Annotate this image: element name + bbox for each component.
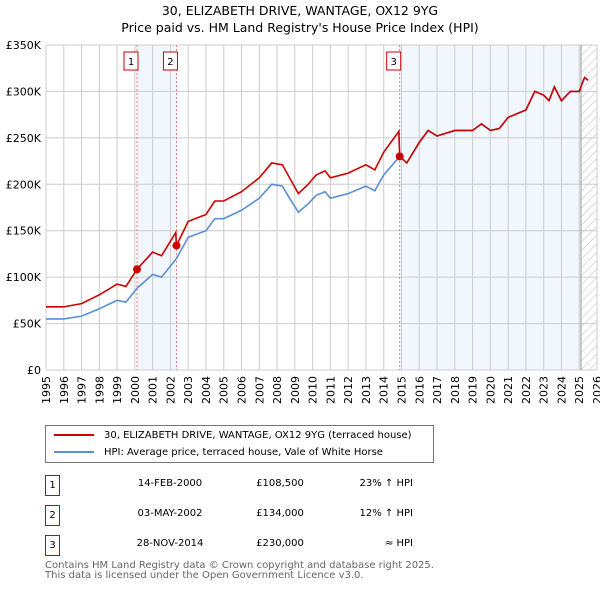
x-tick-label: 2025 bbox=[573, 376, 586, 404]
x-tick-label: 2022 bbox=[520, 376, 533, 404]
x-tick-label: 2009 bbox=[289, 376, 302, 404]
x-tick-label: 2026 bbox=[591, 376, 600, 404]
x-tick-label: 2020 bbox=[484, 376, 497, 404]
y-tick-label: £300K bbox=[6, 85, 42, 98]
transaction-row: 1 14-FEB-2000 £108,500 23% ↑ HPI bbox=[45, 475, 445, 496]
x-tick-label: 2010 bbox=[307, 376, 320, 404]
transaction-date: 28-NOV-2014 bbox=[136, 538, 204, 549]
x-tick-label: 2011 bbox=[324, 376, 337, 404]
x-tick-label: 1998 bbox=[93, 376, 106, 404]
transaction-number: 1 bbox=[45, 475, 60, 496]
transaction-row: 3 28-NOV-2014 £230,000 ≈ HPI bbox=[45, 535, 445, 556]
x-tick-label: 2017 bbox=[431, 376, 444, 404]
chart-title: 30, ELIZABETH DRIVE, WANTAGE, OX12 9YG bbox=[161, 3, 439, 18]
chart-subtitle: Price paid vs. HM Land Registry's House … bbox=[121, 20, 479, 35]
x-tick-label: 2007 bbox=[253, 376, 266, 404]
transaction-hpi: 12% ↑ HPI bbox=[359, 508, 413, 519]
shaded-region bbox=[137, 45, 177, 370]
legend-item-hpi: HPI: Average price, terraced house, Vale… bbox=[54, 444, 383, 460]
legend-swatch-red bbox=[54, 434, 94, 436]
x-tick-label: 2018 bbox=[449, 376, 462, 404]
sale-label-box bbox=[386, 51, 402, 71]
x-tick-label: 2013 bbox=[360, 376, 373, 404]
x-tick-label: 1996 bbox=[58, 376, 71, 404]
x-tick-label: 2012 bbox=[342, 376, 355, 404]
y-tick-label: £100K bbox=[6, 271, 42, 284]
x-tick-label: 2000 bbox=[129, 376, 142, 404]
legend-label: 30, ELIZABETH DRIVE, WANTAGE, OX12 9YG (… bbox=[104, 429, 412, 441]
x-tick-label: 2004 bbox=[200, 376, 213, 404]
x-tick-label: 2016 bbox=[413, 376, 426, 404]
sale-label-box bbox=[162, 51, 178, 71]
transaction-hpi: ≈ HPI bbox=[384, 538, 413, 549]
transaction-number: 3 bbox=[45, 535, 60, 556]
transaction-price: £134,000 bbox=[256, 508, 304, 519]
x-tick-label: 2024 bbox=[555, 376, 568, 404]
transaction-date: 14-FEB-2000 bbox=[137, 478, 203, 489]
footer-licence: This data is licensed under the Open Gov… bbox=[45, 570, 364, 581]
transaction-row: 2 03-MAY-2002 £134,000 12% ↑ HPI bbox=[45, 505, 445, 526]
x-tick-label: 2014 bbox=[378, 376, 391, 404]
legend-label: HPI: Average price, terraced house, Vale… bbox=[104, 446, 383, 458]
x-tick-label: 1997 bbox=[76, 376, 89, 404]
sale-point bbox=[395, 152, 404, 161]
x-tick-label: 2021 bbox=[502, 376, 515, 404]
sale-label-box bbox=[123, 51, 139, 71]
sale-label: 3 bbox=[391, 57, 397, 68]
x-tick-label: 2015 bbox=[395, 376, 408, 404]
x-tick-label: 2003 bbox=[182, 376, 195, 404]
legend: 30, ELIZABETH DRIVE, WANTAGE, OX12 9YG (… bbox=[45, 425, 434, 463]
x-tick-label: 2019 bbox=[467, 376, 480, 404]
price-chart: 1995 1996 1997 1998 1999 2000 2001 2002 2003 2004… bbox=[6, 39, 600, 404]
forecast-hatch bbox=[581, 45, 597, 370]
sale-point bbox=[133, 265, 142, 274]
y-tick-label: £150K bbox=[6, 225, 42, 238]
footer-copyright: Contains HM Land Registry data © Crown c… bbox=[45, 560, 434, 571]
x-tick-label: 2008 bbox=[271, 376, 284, 404]
y-tick-label: £50K bbox=[13, 318, 42, 331]
x-tick-label: 2006 bbox=[236, 376, 249, 404]
sale-point bbox=[172, 241, 181, 250]
y-tick-label: £0 bbox=[27, 364, 41, 377]
legend-item-property: 30, ELIZABETH DRIVE, WANTAGE, OX12 9YG (… bbox=[54, 427, 412, 443]
y-tick-label: £250K bbox=[6, 132, 42, 145]
price-paid-line bbox=[46, 76, 589, 308]
x-tick-label: 2023 bbox=[538, 376, 551, 404]
transaction-price: £108,500 bbox=[256, 478, 304, 489]
y-tick-label: £200K bbox=[6, 178, 42, 191]
transaction-price: £230,000 bbox=[256, 538, 304, 549]
x-tick-label: 2005 bbox=[218, 376, 231, 404]
sale-label: 2 bbox=[167, 57, 173, 68]
x-tick-label: 2002 bbox=[164, 376, 177, 404]
transaction-hpi: 23% ↑ HPI bbox=[359, 478, 413, 489]
x-tick-label: 2001 bbox=[147, 376, 160, 404]
transaction-date: 03-MAY-2002 bbox=[137, 508, 203, 519]
x-tick-label: 1995 bbox=[40, 376, 53, 404]
legend-swatch-blue bbox=[54, 451, 94, 453]
sale-label: 1 bbox=[128, 57, 134, 68]
x-tick-label: 1999 bbox=[111, 376, 124, 404]
y-tick-label: £350K bbox=[6, 39, 42, 52]
transaction-number: 2 bbox=[45, 505, 60, 526]
